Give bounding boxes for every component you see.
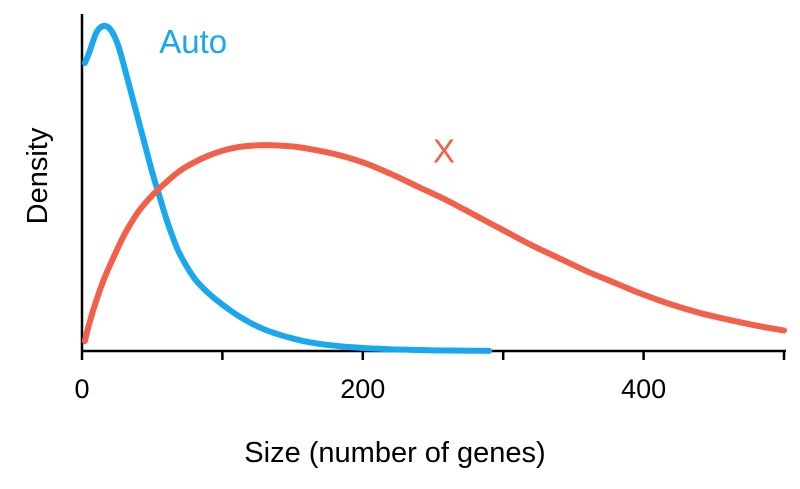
- x-tick-label-200: 200: [340, 374, 385, 404]
- series-line-x: [81, 142, 787, 345]
- series-line-auto: [81, 22, 493, 354]
- series-label-x: X: [433, 132, 455, 169]
- x-axis-title: Size (number of genes): [244, 437, 545, 469]
- series-label-auto: Auto: [159, 23, 227, 60]
- labels-layer: Auto X: [159, 23, 455, 169]
- y-axis-title: Density: [22, 127, 54, 224]
- series-layer: [81, 22, 787, 354]
- x-tick-label-400: 400: [621, 374, 666, 404]
- axes-layer: 0 200 400: [74, 14, 786, 404]
- x-tick-label-0: 0: [74, 374, 89, 404]
